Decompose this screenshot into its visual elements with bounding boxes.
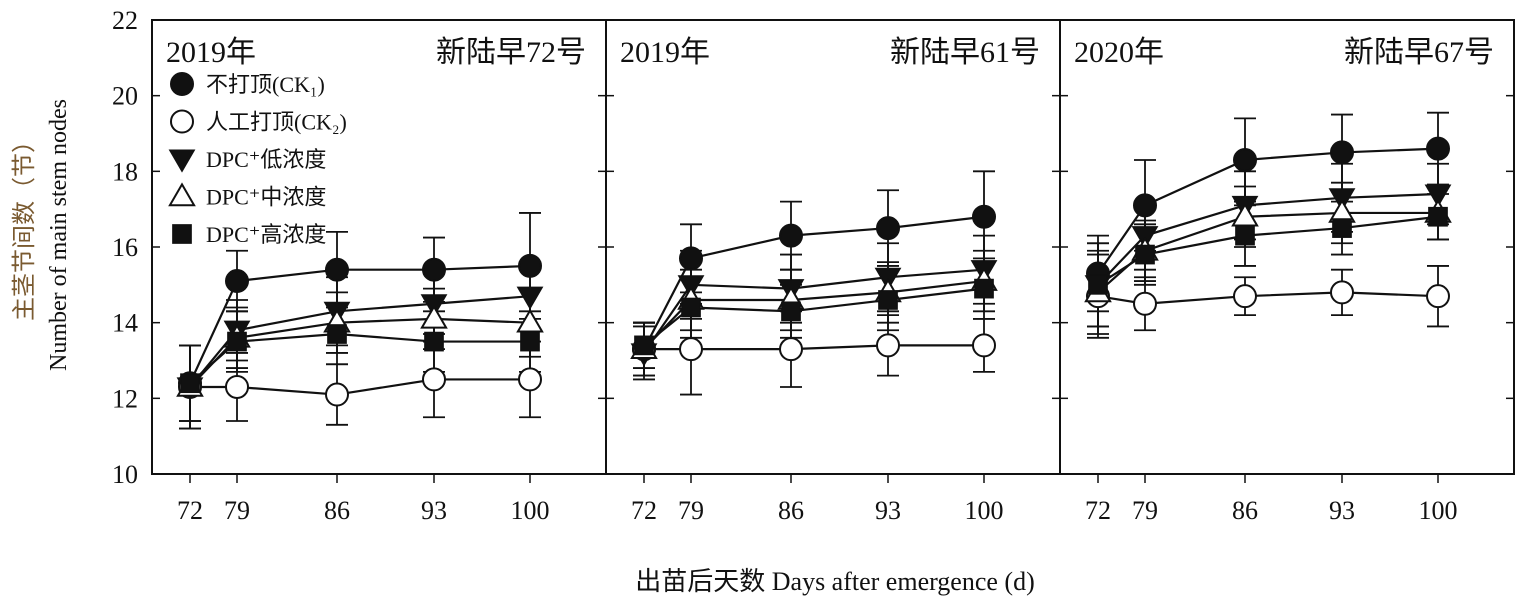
data-point [878, 290, 898, 310]
y-tick-label: 20 [112, 82, 138, 111]
legend-marker [170, 109, 194, 134]
x-tick-label: 93 [1329, 496, 1355, 525]
legend-label: DPC⁺低浓度 [206, 147, 326, 172]
data-point [1233, 147, 1257, 172]
data-point [424, 331, 444, 352]
data-point [679, 246, 703, 271]
data-point [518, 367, 542, 392]
panel-cultivar: 新陆早67号 [1344, 36, 1494, 69]
x-tick-label: 72 [631, 496, 657, 525]
data-point [1235, 225, 1255, 246]
panel-2: 72 79 86 93 100 2019年 新陆早61号 [605, 19, 1061, 525]
x-tick-label: 72 [1085, 496, 1111, 525]
series-group [1084, 111, 1452, 339]
y-tick-label: 14 [112, 309, 138, 338]
y-tick-label: 22 [112, 6, 138, 35]
panel-frame [605, 19, 1061, 475]
x-tick-label: 79 [1132, 496, 1158, 525]
panel-frame [1059, 19, 1515, 475]
data-point [681, 297, 701, 318]
data-point [1231, 202, 1259, 227]
data-point [1330, 280, 1354, 305]
data-point [422, 367, 446, 392]
data-point [180, 373, 200, 394]
x-tick-label: 93 [421, 496, 447, 525]
legend-marker [168, 149, 196, 173]
data-point [1133, 291, 1157, 316]
data-point [1426, 136, 1450, 161]
panel-cultivar: 新陆早61号 [890, 36, 1040, 69]
legend-marker [170, 72, 194, 96]
legend-marker [172, 224, 192, 244]
data-point [1330, 140, 1354, 165]
panel-cultivar: 新陆早72号 [436, 36, 586, 69]
data-point [972, 333, 996, 358]
data-point [1133, 193, 1157, 218]
data-point [225, 269, 249, 294]
x-tick-label: 93 [875, 496, 901, 525]
data-point [1088, 274, 1108, 295]
y-tick-label: 16 [112, 233, 138, 262]
data-point [779, 337, 803, 362]
y-tick-label: 18 [112, 157, 138, 186]
data-point [974, 278, 994, 299]
y-tick-label: 12 [112, 384, 138, 413]
legend-label: DPC⁺高浓度 [206, 222, 326, 247]
data-point [1424, 184, 1452, 208]
data-point [781, 301, 801, 322]
x-tick-label: 100 [965, 496, 1004, 525]
data-point [518, 253, 542, 278]
data-point [325, 382, 349, 407]
x-tick-label: 86 [778, 496, 804, 525]
panel-1: 72 79 86 93 100 2019年 新陆早72号 [151, 19, 607, 525]
data-point [1428, 206, 1448, 227]
data-point [972, 204, 996, 229]
x-tick-label: 86 [324, 496, 350, 525]
panel-year: 2019年 [166, 36, 256, 69]
data-point [325, 257, 349, 282]
data-point [1332, 218, 1352, 238]
data-point [876, 333, 900, 358]
series-group [630, 170, 998, 396]
x-tick-label: 100 [511, 496, 550, 525]
panel-3: 72 79 86 93 100 2020年 新陆早67号 [1059, 19, 1515, 525]
series-group [176, 212, 544, 430]
legend-label: 不打顶(CK₁) [206, 72, 325, 97]
data-point [1135, 244, 1155, 265]
x-tick-label: 79 [678, 496, 704, 525]
x-tick-label: 86 [1232, 496, 1258, 525]
panel-year: 2020年 [1074, 36, 1164, 69]
data-point [876, 216, 900, 241]
y-axis-label-cn: 主茎节间数（节） [10, 129, 38, 321]
panel-year: 2019年 [620, 36, 710, 69]
legend: 不打顶(CK₁) 人工打顶(CK₂) DPC⁺低浓度 DPC⁺中浓度 DPC⁺高浓度 [168, 72, 347, 247]
data-point [227, 331, 247, 352]
y-axis-label-en: Number of main stem nodes [46, 99, 72, 371]
data-point [1426, 284, 1450, 309]
data-point [1233, 284, 1257, 309]
y-tick-label: 10 [112, 460, 138, 489]
legend-label: DPC⁺中浓度 [206, 185, 326, 210]
chart-panels: 72 79 86 93 100 2019年 新陆早72号 72 79 86 93 100 2019年 新陆… [151, 19, 1515, 525]
data-point [634, 335, 654, 356]
x-tick-label: 79 [224, 496, 250, 525]
x-tick-label: 100 [1419, 496, 1458, 525]
data-point [420, 304, 448, 329]
data-point [516, 286, 544, 310]
legend-label: 人工打顶(CK₂) [206, 110, 347, 135]
y-axis-labels: 10 12 14 16 18 20 22 主茎节间数（节） Number of main ste… [10, 6, 138, 489]
data-point [520, 331, 540, 352]
data-point [225, 374, 249, 399]
x-axis-label: 出苗后天数 Days after emergence (d) [635, 567, 1034, 596]
data-point [679, 337, 703, 362]
data-point [516, 308, 544, 333]
data-point [422, 257, 446, 282]
data-point [779, 223, 803, 248]
data-point [327, 324, 347, 344]
x-tick-label: 72 [177, 496, 203, 525]
legend-marker [168, 182, 196, 207]
